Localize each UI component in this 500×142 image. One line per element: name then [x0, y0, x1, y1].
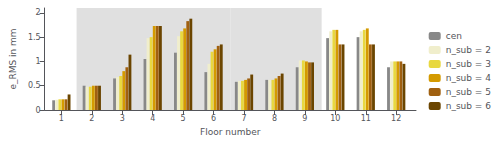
svg-text:1: 1 [59, 114, 64, 123]
svg-text:9: 9 [302, 114, 307, 123]
svg-text:7: 7 [241, 114, 246, 123]
svg-text:n_sub = 6: n_sub = 6 [446, 101, 492, 111]
svg-text:e_RMS in mm: e_RMS in mm [8, 28, 18, 89]
svg-text:2: 2 [89, 114, 94, 123]
svg-text:cen: cen [446, 31, 462, 41]
svg-text:4: 4 [150, 114, 155, 123]
svg-text:1.5: 1.5 [28, 33, 41, 42]
svg-text:11: 11 [361, 114, 371, 123]
svg-text:3: 3 [120, 114, 125, 123]
svg-text:0.5: 0.5 [28, 81, 41, 90]
svg-text:n_sub = 3: n_sub = 3 [446, 59, 491, 69]
svg-text:8: 8 [272, 114, 277, 123]
svg-text:12: 12 [391, 114, 401, 123]
svg-text:0: 0 [36, 106, 41, 115]
svg-text:5: 5 [181, 114, 186, 123]
svg-text:n_sub = 2: n_sub = 2 [446, 45, 491, 55]
svg-text:Floor number: Floor number [200, 127, 261, 137]
svg-text:2: 2 [36, 8, 41, 17]
svg-text:1: 1 [36, 57, 41, 66]
svg-text:n_sub = 5: n_sub = 5 [446, 87, 491, 97]
svg-text:n_sub = 4: n_sub = 4 [446, 73, 492, 83]
svg-text:6: 6 [211, 114, 216, 123]
svg-text:10: 10 [330, 114, 340, 123]
